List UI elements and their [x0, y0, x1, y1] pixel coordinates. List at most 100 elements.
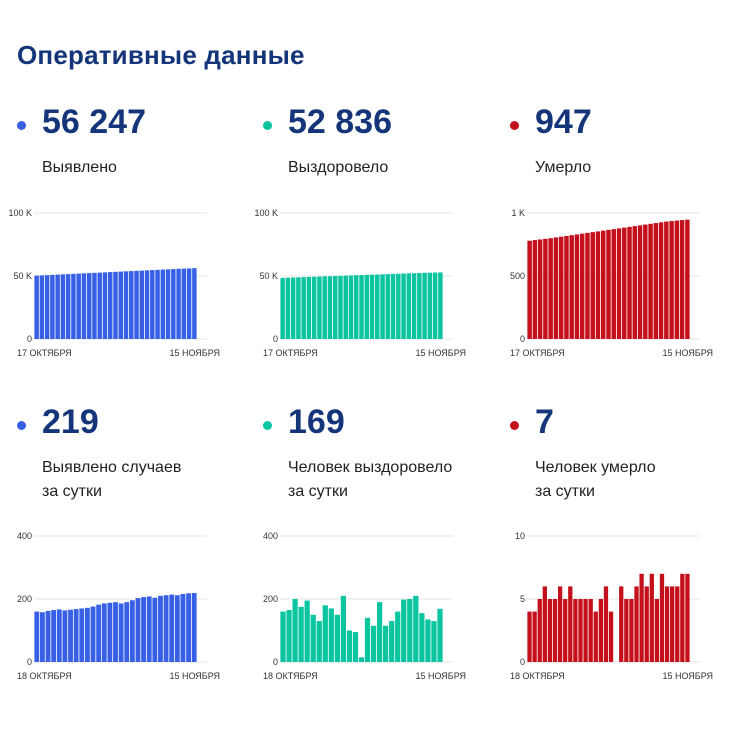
bar: [79, 608, 85, 662]
bar: [102, 272, 108, 339]
bar: [411, 273, 417, 339]
bar: [679, 220, 685, 339]
y-tick-label: 50 K: [13, 271, 32, 281]
bar: [160, 269, 166, 339]
bar: [659, 573, 665, 662]
bar: [332, 276, 338, 339]
y-tick-label: 1 K: [511, 208, 525, 218]
bar: [322, 605, 328, 662]
chart-detected: 0 50 K 100 K 17 ОКТЯБРЯ 15 НОЯБРЯ: [8, 208, 220, 358]
stat-label: Выздоровело: [288, 159, 389, 176]
bar: [84, 607, 90, 662]
bar: [144, 270, 150, 339]
bar: [552, 599, 558, 662]
bar: [118, 271, 123, 339]
bar: [585, 232, 590, 339]
bar: [548, 238, 553, 339]
y-tick-label: 0: [520, 657, 525, 667]
bar: [165, 269, 171, 339]
bar: [553, 237, 559, 339]
bar: [346, 630, 353, 662]
bar: [385, 274, 391, 339]
legend-dot: [17, 421, 26, 430]
bar: [71, 273, 76, 339]
bar: [62, 610, 68, 662]
bar: [364, 274, 369, 339]
bar: [40, 612, 45, 662]
bar: [595, 231, 601, 339]
bar: [648, 223, 653, 339]
bar: [108, 272, 113, 339]
bar: [573, 599, 578, 662]
bar: [622, 227, 627, 339]
bar: [285, 277, 291, 339]
bar: [181, 268, 187, 339]
legend-dot: [263, 421, 272, 430]
bar: [39, 275, 45, 339]
bar: [396, 273, 401, 339]
bar: [96, 604, 102, 662]
bar: [427, 272, 433, 339]
bar: [34, 611, 40, 662]
bar: [101, 603, 107, 662]
bar: [417, 272, 422, 339]
bar: [60, 274, 66, 339]
bar: [34, 275, 39, 339]
y-tick-label: 500: [510, 271, 525, 281]
bar: [603, 586, 609, 662]
legend-dot: [263, 121, 272, 130]
x-start-label: 17 ОКТЯБРЯ: [263, 348, 318, 358]
bar: [186, 593, 191, 662]
legend-dot: [17, 121, 26, 130]
stat-value: 56 247: [42, 103, 146, 141]
bar: [532, 240, 538, 339]
bar: [527, 240, 532, 339]
bar: [419, 613, 425, 662]
bar: [343, 275, 348, 339]
y-tick-label: 10: [515, 531, 525, 541]
bar: [395, 611, 401, 662]
bar: [176, 268, 181, 339]
bar: [611, 229, 616, 339]
bar: [92, 272, 97, 339]
chart-recovered-daily: 0 200 400 18 ОКТЯБРЯ 15 НОЯБРЯ: [263, 531, 466, 681]
stat-card-detected: 56 247 Выявлено 0 50 K 100 K 17 ОКТЯБРЯ 15 НОЯ…: [8, 103, 257, 433]
bar: [634, 586, 639, 662]
bar: [624, 599, 629, 662]
stat-label: Выявлено: [42, 159, 117, 176]
bar: [649, 573, 654, 662]
bar: [171, 269, 176, 339]
y-tick-label: 100 K: [8, 208, 32, 218]
chart-recovered: 0 50 K 100 K 17 ОКТЯБРЯ 15 НОЯБРЯ: [254, 208, 466, 358]
y-tick-label: 400: [17, 531, 32, 541]
y-tick-label: 0: [273, 334, 278, 344]
bar: [354, 275, 359, 339]
bar: [574, 234, 580, 339]
bar: [146, 596, 152, 662]
bar: [158, 595, 163, 662]
bar: [51, 610, 57, 662]
bar: [304, 600, 310, 662]
bar: [401, 273, 406, 339]
bar: [583, 599, 588, 662]
y-tick-label: 100 K: [254, 208, 278, 218]
bar: [643, 224, 648, 339]
bar: [301, 277, 306, 339]
stat-card-died: 947 Умерло 0 500 1 K 17 ОКТЯБРЯ 15 НОЯБРЯ: [510, 103, 733, 433]
bar: [352, 632, 359, 662]
bar: [359, 275, 364, 339]
bar: [286, 610, 292, 662]
bar: [670, 586, 675, 662]
bar: [129, 600, 135, 662]
bar: [298, 606, 304, 663]
bar: [150, 270, 155, 339]
bar: [280, 611, 286, 662]
y-tick-label: 5: [520, 594, 525, 604]
bar: [296, 277, 301, 339]
stat-label: Человек умерло за сутки: [535, 459, 656, 500]
bar: [558, 236, 564, 339]
stat-card-recovered: 52 836 Выздоровело 0 50 K 100 K 17 ОКТЯБРЯ 15 …: [254, 103, 503, 433]
bar: [619, 586, 624, 662]
stat-value: 52 836: [288, 103, 392, 141]
x-end-label: 15 НОЯБРЯ: [415, 348, 466, 358]
